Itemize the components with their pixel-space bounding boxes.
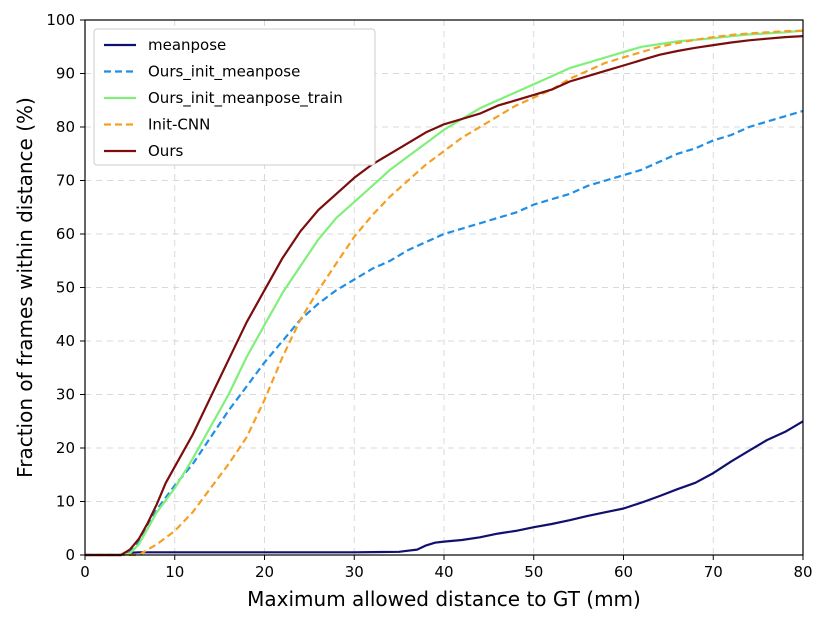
series-line-ours bbox=[85, 35, 804, 557]
y-tick-label: 0 bbox=[65, 546, 75, 564]
y-tick-label: 60 bbox=[56, 225, 75, 243]
legend-label: Ours_init_meanpose bbox=[148, 63, 300, 82]
series-line-meanpose bbox=[85, 420, 804, 557]
x-tick-label: 50 bbox=[524, 563, 543, 581]
x-tick-label: 20 bbox=[255, 563, 274, 581]
legend-box bbox=[93, 28, 376, 166]
x-tick-label: 80 bbox=[793, 563, 812, 581]
y-tick-label: 50 bbox=[56, 279, 75, 297]
x-tick-label: 60 bbox=[614, 563, 633, 581]
y-tick-label: 10 bbox=[56, 493, 75, 511]
x-axis-label: Maximum allowed distance to GT (mm) bbox=[247, 587, 641, 611]
y-tick-label: 80 bbox=[56, 118, 75, 136]
series-line-init-cnn bbox=[85, 29, 804, 557]
ticks: 0 10 20 30 40 50 60 70 80 0 10 20 30 40 50 60 70 80 90 100 bbox=[46, 11, 812, 581]
x-tick-label: 0 bbox=[80, 563, 90, 581]
x-tick-label: 70 bbox=[704, 563, 723, 581]
x-tick-label: 40 bbox=[434, 563, 453, 581]
legend-label: Ours bbox=[148, 142, 183, 160]
series-layer bbox=[85, 29, 804, 557]
legend-label: Ours_init_meanpose_train bbox=[148, 89, 343, 108]
series-line-ours-init-meanpose-train bbox=[85, 29, 804, 557]
y-axis-label: Fraction of frames within distance (%) bbox=[13, 97, 37, 478]
y-tick-label: 30 bbox=[56, 386, 75, 404]
y-tick-label: 20 bbox=[56, 439, 75, 457]
legend-label: Init-CNN bbox=[148, 116, 210, 134]
legend-label: meanpose bbox=[148, 36, 226, 54]
series-line-ours-init-meanpose bbox=[85, 109, 804, 557]
y-tick-label: 90 bbox=[56, 65, 75, 83]
y-tick-label: 40 bbox=[56, 332, 75, 350]
x-tick-label: 30 bbox=[345, 563, 364, 581]
y-tick-label: 70 bbox=[56, 172, 75, 190]
legend: meanpose Ours_init_meanpose Ours_init_mean… bbox=[93, 28, 376, 166]
x-tick-label: 10 bbox=[165, 563, 184, 581]
y-tick-label: 100 bbox=[46, 11, 75, 29]
